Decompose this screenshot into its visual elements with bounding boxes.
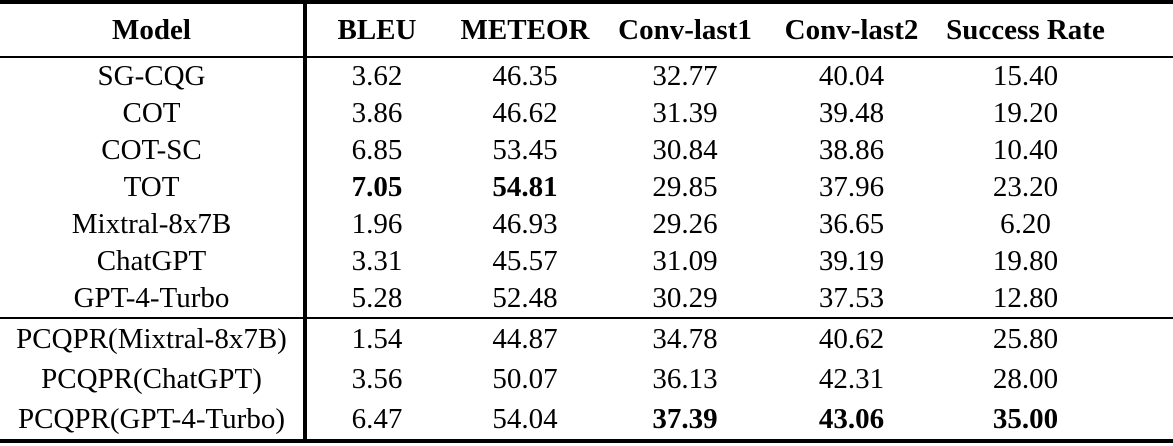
table-row: Mixtral-8x7B 1.96 46.93 29.26 36.65 6.20 [0, 206, 1173, 243]
metric-value-cell: 43.06 [818, 402, 885, 435]
model-name-cell: PCQPR(Mixtral-8x7B) [0, 317, 307, 359]
metric-value-cell: 5.28 [351, 282, 403, 314]
header-row: Model BLEU METEOR Conv-last1 Conv-last2 … [0, 2, 1173, 58]
metric-value-cell: 31.09 [652, 245, 718, 277]
model-name-cell: PCQPR(GPT-4-Turbo) [0, 399, 307, 441]
table-row: PCQPR(ChatGPT) 3.56 50.07 36.13 42.31 28.00 [0, 359, 1173, 399]
metric-value-cell: 3.56 [351, 362, 403, 395]
metric-value-cell: 29.26 [652, 208, 718, 240]
metric-value-cell: 54.04 [492, 402, 558, 435]
column-header-success-rate: Success Rate [936, 2, 1173, 58]
metric-value-cell: 30.84 [652, 134, 718, 166]
column-header-conv-last2: Conv-last2 [767, 2, 936, 58]
metric-value-cell: 3.86 [351, 97, 403, 129]
table-row: ChatGPT 3.31 45.57 31.09 39.19 19.80 [0, 243, 1173, 280]
metric-value-cell: 50.07 [492, 362, 558, 395]
model-name-cell: Mixtral-8x7B [0, 206, 307, 243]
table-row: PCQPR(Mixtral-8x7B) 1.54 44.87 34.78 40.62 25… [0, 317, 1173, 359]
metric-value-cell: 46.62 [492, 97, 558, 129]
table-body: SG-CQG 3.62 46.35 32.77 40.04 15.40 COT 3.86 46.… [0, 57, 1173, 441]
table-row: COT 3.86 46.62 31.39 39.48 19.20 [0, 95, 1173, 132]
metric-value-cell: 29.85 [652, 171, 718, 203]
model-name-cell: COT [0, 95, 307, 132]
metric-value-cell: 45.57 [492, 245, 558, 277]
metric-value-cell: 37.39 [652, 402, 718, 435]
metric-value-cell: 42.31 [818, 362, 885, 395]
column-header-conv-last1: Conv-last1 [603, 2, 767, 58]
metric-value-cell: 25.80 [936, 317, 1173, 359]
metric-value-cell: 40.04 [818, 60, 885, 92]
metric-value-cell: 19.80 [992, 245, 1059, 277]
table-row: TOT 7.05 54.81 29.85 37.96 23.20 [0, 169, 1173, 206]
metric-value-cell: 40.62 [767, 317, 936, 359]
table-row: SG-CQG 3.62 46.35 32.77 40.04 15.40 [0, 57, 1173, 95]
column-header-model: Model [0, 2, 307, 58]
metric-value-cell: 12.80 [992, 282, 1059, 314]
metric-value-cell: 23.20 [992, 171, 1059, 203]
metric-value-cell: 52.48 [492, 282, 558, 314]
metric-value-cell: 36.13 [652, 362, 718, 395]
metric-value-cell: 1.54 [305, 317, 447, 359]
metric-value-cell: 6.20 [1000, 208, 1051, 240]
metric-value-cell: 37.53 [818, 282, 885, 314]
model-name-cell: COT-SC [0, 132, 307, 169]
metric-value-cell: 54.81 [492, 171, 558, 203]
metric-value-cell: 19.20 [992, 97, 1059, 129]
metric-value-cell: 3.31 [351, 245, 403, 277]
metric-value-cell: 46.93 [492, 208, 558, 240]
table-row: COT-SC 6.85 53.45 30.84 38.86 10.40 [0, 132, 1173, 169]
model-name-cell: PCQPR(ChatGPT) [0, 359, 307, 399]
table-row: GPT-4-Turbo 5.28 52.48 30.29 37.53 12.80 [0, 280, 1173, 318]
metric-value-cell: 34.78 [603, 317, 767, 359]
metric-value-cell: 38.86 [818, 134, 885, 166]
metric-value-cell: 39.19 [818, 245, 885, 277]
metric-value-cell: 6.85 [351, 134, 403, 166]
metric-value-cell: 39.48 [818, 97, 885, 129]
model-name-cell: TOT [0, 169, 307, 206]
metric-value-cell: 44.87 [447, 317, 603, 359]
table-row: PCQPR(GPT-4-Turbo) 6.47 54.04 37.39 43.06 35.… [0, 399, 1173, 441]
metric-value-cell: 53.45 [492, 134, 558, 166]
model-name-cell: GPT-4-Turbo [0, 280, 307, 318]
column-header-meteor: METEOR [447, 2, 603, 58]
metric-value-cell: 15.40 [992, 60, 1059, 92]
metric-value-cell: 35.00 [992, 402, 1059, 435]
model-name-cell: SG-CQG [0, 57, 307, 95]
metric-value-cell: 32.77 [652, 60, 718, 92]
metric-value-cell: 37.96 [818, 171, 885, 203]
metric-value-cell: 46.35 [492, 60, 558, 92]
metric-value-cell: 10.40 [992, 134, 1059, 166]
metric-value-cell: 30.29 [652, 282, 718, 314]
metric-value-cell: 28.00 [992, 362, 1059, 395]
metric-value-cell: 3.62 [351, 60, 403, 92]
metric-value-cell: 6.47 [351, 402, 403, 435]
metric-value-cell: 36.65 [818, 208, 885, 240]
model-name-cell: ChatGPT [0, 243, 307, 280]
table-header: Model BLEU METEOR Conv-last1 Conv-last2 … [0, 2, 1173, 58]
metric-value-cell: 31.39 [652, 97, 718, 129]
metric-value-cell: 7.05 [351, 171, 403, 203]
column-header-bleu: BLEU [305, 2, 447, 58]
metric-value-cell: 1.96 [351, 208, 403, 240]
